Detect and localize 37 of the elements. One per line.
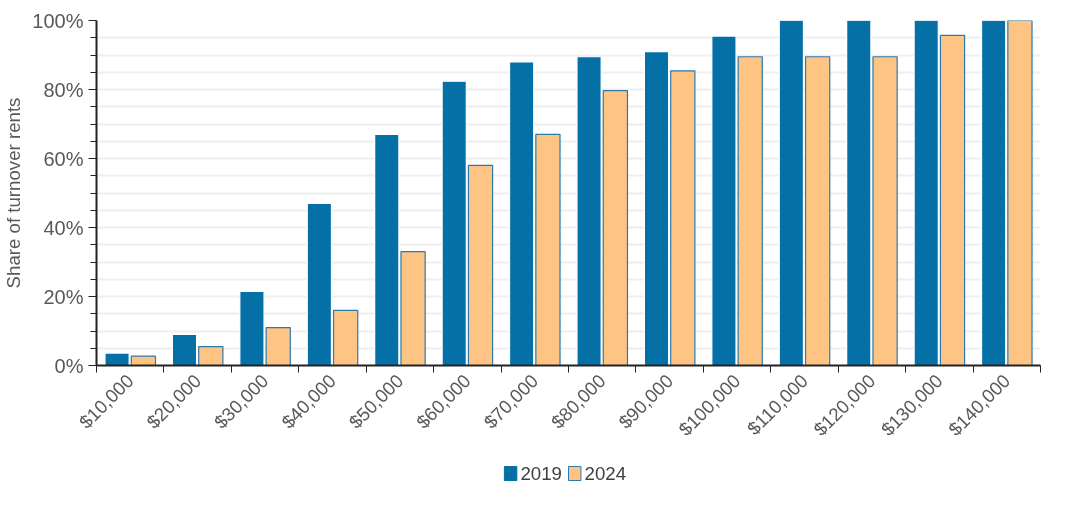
bar	[846, 20, 872, 366]
bar	[980, 20, 1007, 366]
bar	[670, 70, 696, 366]
bar	[374, 133, 400, 366]
bar	[104, 352, 130, 366]
bar	[508, 61, 535, 366]
bar	[913, 20, 939, 366]
bar	[535, 133, 561, 366]
bar	[198, 345, 224, 366]
bar	[602, 89, 629, 366]
bar	[239, 290, 265, 366]
bar	[643, 50, 670, 366]
y-tick-label: 100%	[32, 9, 84, 32]
bar	[306, 202, 333, 366]
bar	[939, 34, 966, 366]
bar	[171, 333, 198, 366]
legend-label: 2024	[584, 463, 627, 484]
bar	[1007, 20, 1033, 366]
y-tick-label: 0%	[54, 354, 84, 377]
bar	[711, 35, 737, 366]
y-tick-label: 60%	[43, 147, 84, 170]
bar	[265, 326, 291, 366]
legend-label: 2019	[520, 463, 562, 484]
bar	[130, 355, 157, 366]
bar	[737, 56, 763, 366]
y-tick-label: 80%	[43, 78, 84, 101]
bar	[467, 164, 494, 366]
y-tick-label: 20%	[43, 285, 84, 308]
bar	[872, 56, 898, 366]
bar	[441, 80, 467, 366]
bar	[332, 309, 359, 366]
y-tick-label: 40%	[43, 216, 84, 239]
y-axis-title: Share of turnover rents	[3, 97, 25, 289]
bar	[576, 56, 602, 366]
bar	[400, 251, 426, 366]
bar	[778, 20, 805, 366]
bar	[804, 56, 831, 366]
